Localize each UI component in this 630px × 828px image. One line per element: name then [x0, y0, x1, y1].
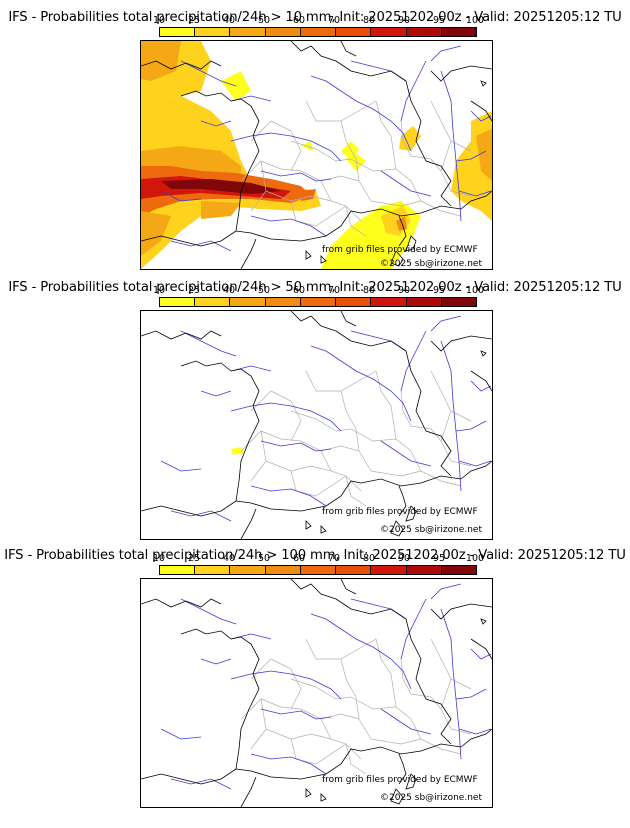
- legend-tick: 25: [187, 15, 201, 26]
- precip-field: [231, 447, 244, 455]
- legend-swatch: [371, 298, 407, 306]
- legend-swatch: [406, 298, 442, 306]
- precipitation-map: from grib files provided by ECMWF ©2025 …: [140, 578, 493, 808]
- legend-tick: 25: [187, 553, 201, 564]
- legend-tick: 80: [362, 553, 376, 564]
- source-credit: from grib files provided by ECMWF: [322, 775, 478, 785]
- legend-swatch: [441, 28, 476, 36]
- legend-tick: 10: [152, 285, 166, 296]
- copyright-credit: ©2025 sb@irizone.net: [380, 525, 482, 535]
- panel-50mm: IFS - Probabilities total precipitation/…: [0, 270, 630, 540]
- legend-tick: 60: [292, 553, 306, 564]
- legend-swatch: [230, 298, 266, 306]
- copyright-credit: ©2025 sb@irizone.net: [380, 259, 482, 269]
- legend-swatch: [336, 298, 372, 306]
- legend-swatch: [160, 298, 196, 306]
- panel-10mm: IFS - Probabilities total precipitation/…: [0, 0, 630, 270]
- precipitation-map: from grib files provided by ECMWF ©2025 …: [140, 40, 493, 270]
- legend-tick: 60: [292, 285, 306, 296]
- legend-tick: 95: [432, 553, 446, 564]
- legend-labels: 10 25 40 50 60 70 80 90 95 100: [142, 285, 492, 297]
- legend-swatch: [406, 28, 442, 36]
- legend-swatch: [195, 566, 231, 574]
- legend-tick: 40: [222, 285, 236, 296]
- legend-tick: 100: [465, 553, 485, 564]
- legend-swatch: [371, 28, 407, 36]
- legend-swatch: [336, 566, 372, 574]
- legend-swatch: [265, 28, 301, 36]
- map-canvas: [141, 579, 492, 807]
- panel-100mm: IFS - Probabilities total precipitation/…: [0, 538, 630, 808]
- legend-swatch: [300, 566, 337, 574]
- legend-tick: 40: [222, 553, 236, 564]
- precip-field: [141, 41, 492, 269]
- legend-tick: 80: [362, 15, 376, 26]
- legend-swatch: [195, 28, 231, 36]
- legend-tick: 70: [327, 15, 341, 26]
- legend-tick: 90: [397, 15, 411, 26]
- legend-swatch: [441, 566, 476, 574]
- legend-swatch: [300, 28, 337, 36]
- panel-title: IFS - Probabilities total precipitation/…: [8, 10, 622, 25]
- legend-colorbar: [159, 297, 477, 307]
- legend-swatch: [336, 28, 372, 36]
- legend-tick: 80: [362, 285, 376, 296]
- legend-tick: 10: [152, 553, 166, 564]
- legend-swatch: [406, 566, 442, 574]
- legend-swatch: [300, 298, 337, 306]
- legend-tick: 70: [327, 285, 341, 296]
- legend-tick: 50: [257, 285, 271, 296]
- legend-tick: 60: [292, 15, 306, 26]
- legend-tick: 70: [327, 553, 341, 564]
- legend-tick: 95: [432, 285, 446, 296]
- legend-colorbar: [159, 27, 477, 37]
- legend-swatch: [230, 566, 266, 574]
- legend-labels: 10 25 40 50 60 70 80 90 95 100: [142, 553, 492, 565]
- legend-swatch: [265, 298, 301, 306]
- legend-tick: 100: [465, 15, 485, 26]
- panel-title: IFS - Probabilities total precipitation/…: [4, 548, 626, 563]
- map-canvas: [141, 41, 492, 269]
- legend-tick: 40: [222, 15, 236, 26]
- panel-title: IFS - Probabilities total precipitation/…: [8, 280, 622, 295]
- legend-swatch: [195, 298, 231, 306]
- legend-tick: 90: [397, 285, 411, 296]
- legend-swatch: [160, 566, 196, 574]
- legend-tick: 10: [152, 15, 166, 26]
- precipitation-map: from grib files provided by ECMWF ©2025 …: [140, 310, 493, 540]
- legend-tick: 25: [187, 285, 201, 296]
- legend-swatch: [441, 298, 476, 306]
- source-credit: from grib files provided by ECMWF: [322, 245, 478, 255]
- legend-tick: 95: [432, 15, 446, 26]
- legend-tick: 50: [257, 553, 271, 564]
- legend-tick: 100: [465, 285, 485, 296]
- legend-labels: 10 25 40 50 60 70 80 90 95 100: [142, 15, 492, 27]
- copyright-credit: ©2025 sb@irizone.net: [380, 793, 482, 803]
- legend-colorbar: [159, 565, 477, 575]
- legend-swatch: [265, 566, 301, 574]
- source-credit: from grib files provided by ECMWF: [322, 507, 478, 517]
- map-canvas: [141, 311, 492, 539]
- legend-swatch: [371, 566, 407, 574]
- legend-swatch: [160, 28, 196, 36]
- legend-tick: 50: [257, 15, 271, 26]
- legend-tick: 90: [397, 553, 411, 564]
- legend-swatch: [230, 28, 266, 36]
